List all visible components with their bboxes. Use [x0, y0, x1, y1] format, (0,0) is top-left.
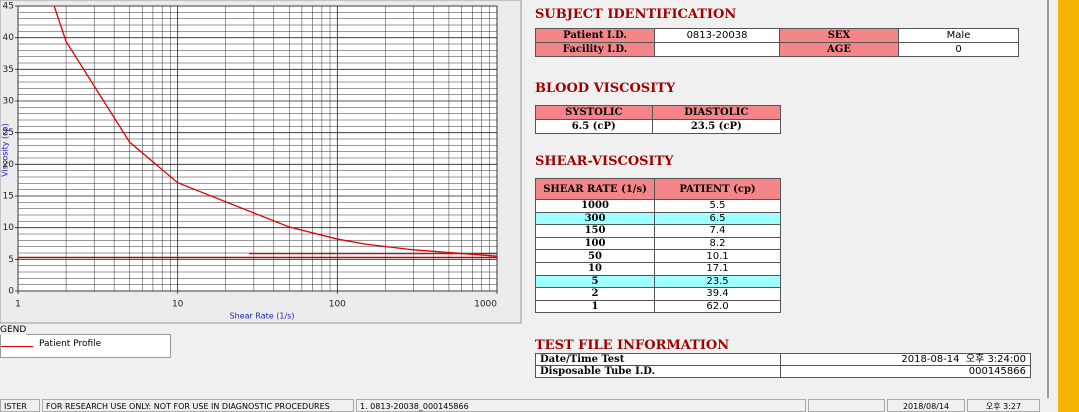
- y-tick-label: 10: [3, 223, 15, 233]
- row: 100 8.2: [535, 236, 781, 251]
- viscosity: 17.1: [654, 261, 781, 276]
- y-tick-label: 5: [8, 255, 14, 265]
- shear-rate: 5: [535, 274, 655, 289]
- divider: [1047, 0, 1049, 398]
- viscosity: 39.4: [654, 287, 781, 301]
- x-axis-label: Shear Rate (1/s): [230, 312, 295, 321]
- shear-rate: 50: [535, 249, 655, 263]
- shear-table: SHEAR RATE (1/s) PATIENT (cp) 1000 5.5 300 6…: [535, 178, 781, 314]
- y-tick-label: 20: [3, 160, 15, 170]
- viscosity: 5.5: [654, 199, 781, 213]
- row: 1 62.0: [535, 299, 781, 314]
- row: Date/Time Test 2018-08-14 오후 3:24:00: [535, 353, 1031, 366]
- value: 23.5 (cP): [651, 119, 782, 134]
- y-tick-label: 35: [3, 65, 14, 75]
- legend-title: GEND: [0, 325, 27, 335]
- viscosity: 23.5: [654, 274, 781, 289]
- row: 10 17.1: [535, 261, 781, 276]
- status-cell: [808, 399, 885, 412]
- row: 150 7.4: [535, 224, 781, 238]
- header: SHEAR RATE (1/s): [535, 178, 655, 200]
- y-tick-label: 15: [3, 192, 14, 202]
- y-tick-label: 25: [3, 128, 14, 138]
- shear-rate: 150: [535, 224, 655, 238]
- x-tick-label: 1: [15, 300, 21, 310]
- shear-rate: 1: [535, 299, 655, 314]
- data-line: [53, 6, 497, 257]
- section-title: SHEAR-VISCOSITY: [535, 154, 674, 169]
- header: PATIENT (cp): [654, 178, 781, 200]
- status-cell: 2018/08/14: [887, 399, 965, 412]
- shear-rate: 10: [535, 261, 655, 276]
- status-cell: ISTER: [0, 399, 40, 412]
- x-tick-label: 10: [172, 300, 184, 310]
- y-tick-label: 45: [3, 2, 14, 12]
- viscosity: 7.4: [654, 224, 781, 238]
- y-tick-label: 40: [3, 33, 15, 43]
- value: 000145866: [780, 365, 1031, 378]
- plot-area: [17, 5, 498, 292]
- viscosity: 10.1: [654, 249, 781, 263]
- legend: Patient Profile: [0, 334, 171, 358]
- viscosity: 8.2: [654, 236, 781, 251]
- shear-rate: 2: [535, 287, 655, 301]
- label: AGE: [779, 42, 899, 57]
- row: 5 23.5: [535, 274, 781, 289]
- value: Male: [898, 28, 1019, 43]
- legend-label: Patient Profile: [39, 339, 102, 349]
- value: [654, 42, 780, 57]
- section-title: BLOOD VISCOSITY: [535, 81, 676, 96]
- viscosity: 62.0: [654, 299, 781, 314]
- label: Disposable Tube I.D.: [535, 365, 781, 378]
- value: 0813-20038: [654, 28, 780, 43]
- shear-rate: 300: [535, 211, 655, 226]
- section-title: TEST FILE INFORMATION: [535, 338, 730, 353]
- header: DIASTOLIC: [651, 105, 782, 120]
- status-cell: 오후 3:27: [967, 399, 1040, 412]
- row: 2 39.4: [535, 287, 781, 301]
- viscosity: 6.5: [654, 211, 781, 226]
- label: Date/Time Test: [535, 353, 781, 366]
- value: 6.5 (cP): [535, 119, 653, 134]
- label: Patient I.D.: [535, 28, 655, 43]
- header: SYSTOLIC: [535, 105, 653, 120]
- plot-lines: [18, 6, 497, 259]
- label: SEX: [779, 28, 899, 43]
- row: 300 6.5: [535, 211, 781, 226]
- x-tick-label: 100: [329, 300, 346, 310]
- side-bar: [1058, 0, 1079, 412]
- value: 0: [898, 42, 1019, 57]
- x-tick-label: 1000: [474, 300, 497, 310]
- legend-swatch: [1, 346, 33, 347]
- label: Facility I.D.: [535, 42, 655, 57]
- status-cell: FOR RESEARCH USE ONLY: NOT FOR USE IN DI…: [42, 399, 354, 412]
- row: Disposable Tube I.D. 000145866: [535, 365, 1031, 378]
- row: 1000 5.5: [535, 199, 781, 213]
- value: 2018-08-14 오후 3:24:00: [780, 353, 1031, 366]
- shear-rate: 1000: [535, 199, 655, 213]
- subject-table: Patient I.D. 0813-20038 SEX Male Facility I…: [535, 28, 1019, 57]
- y-tick-label: 30: [3, 97, 15, 107]
- section-title: SUBJECT IDENTIFICATION: [535, 7, 737, 22]
- chart: Shear Rate (1/s) Viscosity (cp) 0 5 10 15 20…: [0, 0, 522, 324]
- row: 50 10.1: [535, 249, 781, 263]
- y-axis-label: Viscosity (cp): [1, 123, 10, 177]
- status-cell: 1. 0813-20038_000145866: [356, 399, 806, 412]
- shear-rate: 100: [535, 236, 655, 251]
- blood-table: SYSTOLIC DIASTOLIC 6.5 (cP) 23.5 (cP): [535, 105, 782, 134]
- test-table: Date/Time Test 2018-08-14 오후 3:24:00 Dispo…: [535, 353, 1031, 378]
- y-tick-label: 0: [8, 287, 14, 297]
